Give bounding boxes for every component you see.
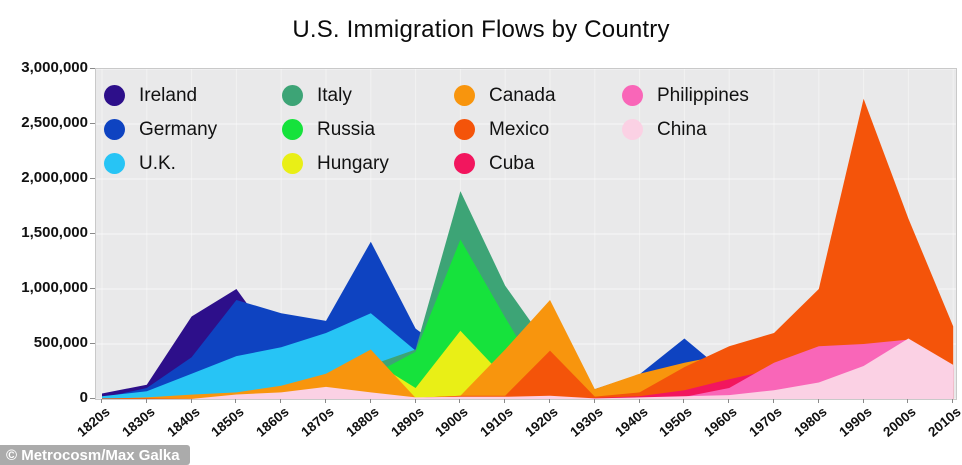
x-axis-tick: [907, 399, 909, 403]
legend-item-italy: Italy: [282, 84, 454, 106]
y-axis-tick-label: 2,500,000: [21, 114, 88, 131]
legend-dot-canada: [454, 84, 475, 106]
legend-item-cuba: Cuba: [454, 152, 622, 174]
x-axis-tick: [683, 399, 685, 403]
x-axis-tick: [190, 399, 192, 403]
x-axis-tick: [145, 399, 147, 403]
y-axis-tick: [90, 233, 95, 234]
legend-dot-mexico: [454, 118, 475, 140]
x-axis-tick-label: 1850s: [208, 404, 248, 440]
x-axis-tick-label: 1980s: [791, 404, 830, 440]
x-axis-tick-label: 2010s: [925, 404, 962, 440]
y-axis-tick: [90, 398, 95, 399]
x-axis-tick: [325, 399, 326, 403]
legend-label: Germany: [139, 118, 218, 140]
legend-label: Hungary: [317, 152, 389, 174]
area-chart-canvas: [96, 69, 956, 399]
legend-item-russia: Russia: [282, 118, 454, 140]
legend-label: Canada: [489, 84, 556, 106]
legend-label: Ireland: [139, 84, 198, 106]
x-axis-tick: [549, 399, 550, 403]
y-axis-tick: [90, 123, 95, 124]
x-axis-tick-label: 1990s: [835, 404, 875, 440]
legend-label: Philippines: [657, 84, 749, 106]
y-axis-tick: [90, 178, 95, 179]
x-axis-tick-label: 1920s: [522, 404, 561, 440]
y-axis-tick-label: 2,000,000: [21, 169, 88, 186]
legend-item-germany: Germany: [104, 118, 282, 140]
x-axis-tick-label: 1960s: [701, 404, 740, 440]
x-axis-tick-label: 2000s: [880, 404, 920, 440]
y-axis-tick-label: 3,000,000: [21, 59, 88, 76]
x-axis-tick-label: 1860s: [253, 404, 292, 440]
legend-label: Italy: [317, 84, 352, 106]
y-axis-tick: [90, 68, 95, 69]
legend-label: Cuba: [489, 152, 535, 174]
x-axis-tick: [369, 399, 371, 403]
y-axis-tick-label: 1,500,000: [21, 224, 88, 241]
legend-dot-uk: [104, 152, 125, 174]
x-axis-tick: [773, 399, 774, 403]
x-axis-tick-label: 1890s: [387, 404, 427, 440]
legend-item-canada: Canada: [454, 84, 622, 106]
legend-item-hungary: Hungary: [282, 152, 454, 174]
legend-dot-ireland: [104, 84, 125, 106]
y-axis-tick-label: 500,000: [33, 334, 88, 351]
legend-dot-philippines: [622, 84, 643, 106]
area-philippines: [102, 339, 954, 399]
x-axis-tick: [728, 399, 730, 403]
legend-label: Mexico: [489, 118, 550, 140]
legend-label: Russia: [317, 118, 376, 140]
x-axis-tick: [504, 399, 506, 403]
x-axis-tick: [414, 399, 416, 403]
x-axis-tick: [817, 399, 819, 403]
legend-item-china: China: [622, 118, 782, 140]
x-axis-tick-label: 1950s: [656, 404, 696, 440]
x-axis-tick-label: 1940s: [611, 404, 651, 440]
plot-area: [95, 68, 957, 400]
x-axis-tick-label: 1910s: [477, 404, 516, 440]
x-axis-tick-label: 1930s: [567, 404, 606, 440]
legend-dot-hungary: [282, 152, 303, 174]
area-china: [102, 338, 954, 399]
chart-legend: Ireland Germany U.K. Italy Russia Hungar…: [104, 78, 782, 180]
legend-dot-china: [622, 118, 643, 140]
y-axis-tick: [90, 288, 95, 289]
x-axis-tick-label: 1880s: [343, 404, 382, 440]
legend-item-uk: U.K.: [104, 152, 282, 174]
y-axis-tick-label: 0: [79, 389, 88, 406]
legend-dot-germany: [104, 118, 125, 140]
legend-label: China: [657, 118, 707, 140]
y-axis-tick-label: 1,000,000: [21, 279, 88, 296]
x-axis-tick: [101, 399, 102, 403]
legend-item-ireland: Ireland: [104, 84, 282, 106]
y-axis-tick: [90, 343, 95, 344]
x-axis-tick: [593, 399, 595, 403]
legend-dot-russia: [282, 118, 303, 140]
x-axis-tick: [952, 399, 954, 403]
chart-title: U.S. Immigration Flows by Country: [292, 16, 670, 43]
x-axis-tick: [862, 399, 864, 403]
legend-item-mexico: Mexico: [454, 118, 622, 140]
x-axis-tick-label: 1870s: [298, 404, 337, 440]
x-axis-tick: [280, 399, 282, 403]
x-axis-tick: [638, 399, 640, 403]
x-axis-tick-label: 1970s: [746, 404, 785, 440]
legend-item-philippines: Philippines: [622, 84, 782, 106]
x-axis-tick: [459, 399, 461, 403]
watermark-credit: © Metrocosm/Max Galka: [0, 445, 190, 465]
legend-label: U.K.: [139, 152, 176, 174]
x-axis-tick: [235, 399, 237, 403]
legend-dot-cuba: [454, 152, 475, 174]
legend-dot-italy: [282, 84, 303, 106]
x-axis-tick-label: 1900s: [432, 404, 472, 440]
